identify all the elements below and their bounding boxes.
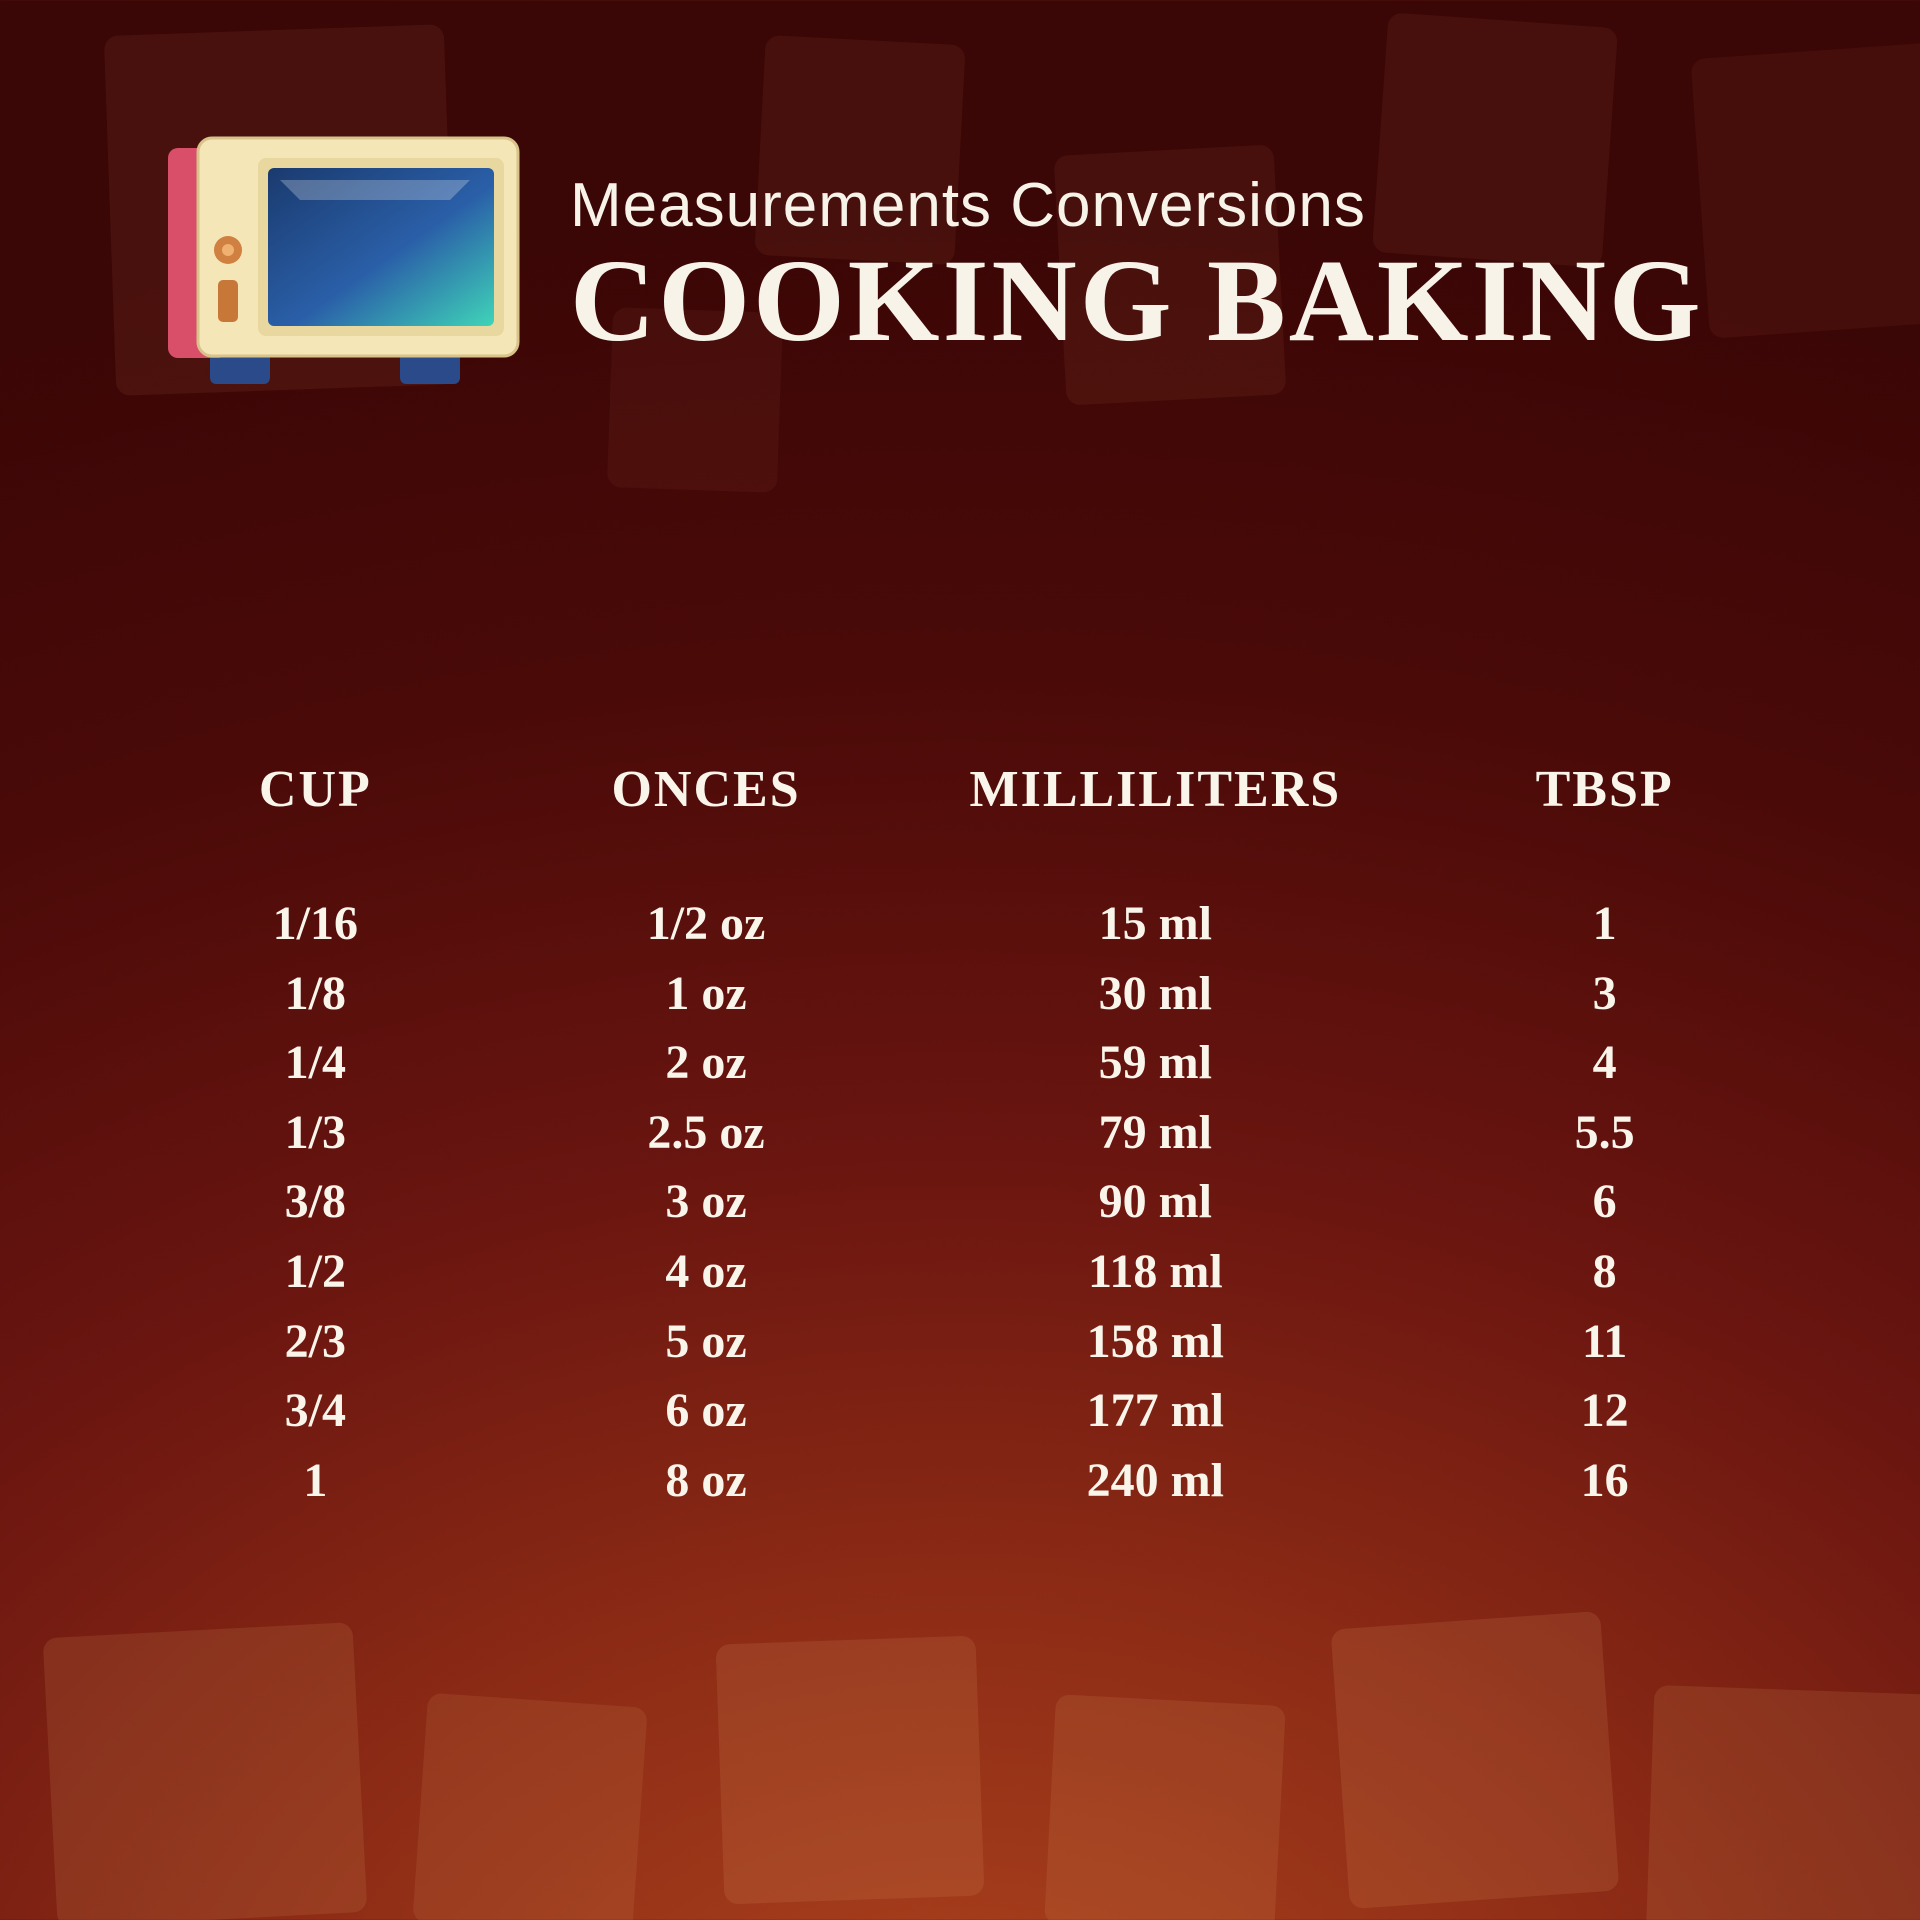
col-ml: 15 ml 30 ml 59 ml 79 ml 90 ml 118 ml 158… [901, 889, 1409, 1515]
table-cell: 3/4 [120, 1376, 511, 1446]
deco-square [43, 1622, 368, 1920]
header: Measurements Conversions COOKING BAKING [150, 130, 1704, 390]
page-title: COOKING BAKING [570, 233, 1704, 369]
table-cell: 2 oz [511, 1028, 902, 1098]
conversion-table: CUP ONCES MILLILITERS TBSP 1/16 1/8 1/4 … [120, 760, 1800, 1515]
table-cell: 16 [1409, 1446, 1800, 1516]
col-header-tbsp: TBSP [1409, 760, 1800, 819]
deco-square [1331, 1611, 1620, 1909]
table-cell: 79 ml [901, 1098, 1409, 1168]
table-cell: 1/3 [120, 1098, 511, 1168]
table-cell: 2.5 oz [511, 1098, 902, 1168]
deco-square [412, 1693, 648, 1920]
table-cell: 4 [1409, 1028, 1800, 1098]
table-cell: 1/2 [120, 1237, 511, 1307]
col-header-cup: CUP [120, 760, 511, 819]
table-cell: 12 [1409, 1376, 1800, 1446]
deco-square [716, 1636, 985, 1905]
table-cell: 4 oz [511, 1237, 902, 1307]
col-header-ml: MILLILITERS [901, 760, 1409, 819]
subtitle: Measurements Conversions [570, 170, 1704, 241]
deco-square [1044, 1694, 1286, 1920]
table-cell: 158 ml [901, 1307, 1409, 1377]
col-cup: 1/16 1/8 1/4 1/3 3/8 1/2 2/3 3/4 1 [120, 889, 511, 1515]
table-cell: 3 [1409, 959, 1800, 1029]
table-cell: 59 ml [901, 1028, 1409, 1098]
col-tbsp: 1 3 4 5.5 6 8 11 12 16 [1409, 889, 1800, 1515]
table-cell: 1/2 oz [511, 889, 902, 959]
table-cell: 11 [1409, 1307, 1800, 1377]
table-cell: 3/8 [120, 1167, 511, 1237]
table-cell: 30 ml [901, 959, 1409, 1029]
table-cell: 1/4 [120, 1028, 511, 1098]
deco-square [1646, 1685, 1920, 1920]
table-cell: 2/3 [120, 1307, 511, 1377]
table-cell: 1 [1409, 889, 1800, 959]
table-cell: 118 ml [901, 1237, 1409, 1307]
table-cell: 8 [1409, 1237, 1800, 1307]
col-header-oz: ONCES [511, 760, 902, 819]
col-oz: 1/2 oz 1 oz 2 oz 2.5 oz 3 oz 4 oz 5 oz 6… [511, 889, 902, 1515]
microwave-icon [150, 130, 530, 390]
table-cell: 3 oz [511, 1167, 902, 1237]
deco-square [1691, 41, 1920, 338]
table-cell: 6 [1409, 1167, 1800, 1237]
table-cell: 1/16 [120, 889, 511, 959]
table-cell: 177 ml [901, 1376, 1409, 1446]
table-cell: 5 oz [511, 1307, 902, 1377]
table-cell: 1 [120, 1446, 511, 1516]
table-cell: 1 oz [511, 959, 902, 1029]
title-block: Measurements Conversions COOKING BAKING [570, 152, 1704, 369]
table-cell: 6 oz [511, 1376, 902, 1446]
table-cell: 240 ml [901, 1446, 1409, 1516]
table-cell: 1/8 [120, 959, 511, 1029]
table-cell: 15 ml [901, 889, 1409, 959]
table-cell: 5.5 [1409, 1098, 1800, 1168]
table-cell: 90 ml [901, 1167, 1409, 1237]
table-cell: 8 oz [511, 1446, 902, 1516]
